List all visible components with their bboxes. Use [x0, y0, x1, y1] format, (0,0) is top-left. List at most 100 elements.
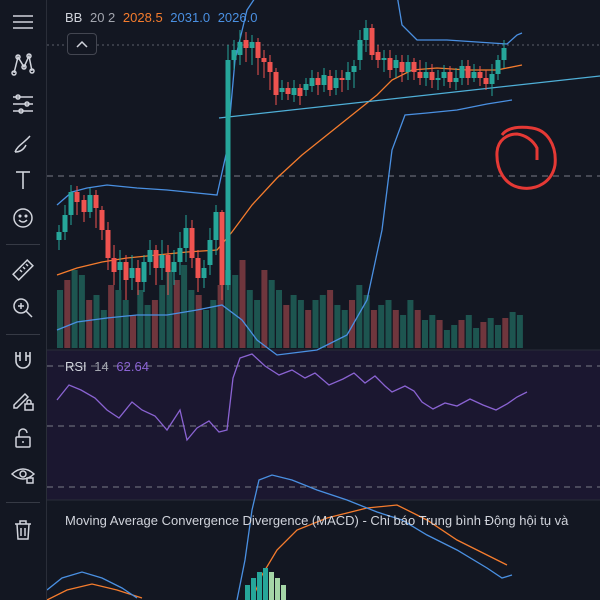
- volume-bar: [443, 330, 450, 348]
- volume-bar: [509, 312, 516, 348]
- candle-body: [387, 58, 393, 70]
- candle-body: [243, 40, 249, 48]
- macd-title: Moving Average Convergence Divergence (M…: [65, 513, 569, 528]
- candle-body: [117, 262, 123, 270]
- bb-upper-value: 2028.5: [122, 10, 163, 25]
- candle-body: [441, 72, 447, 78]
- volume-bar: [122, 300, 129, 348]
- candle-body: [237, 42, 243, 55]
- volume-bar: [100, 310, 107, 348]
- rsi-param: 14: [94, 359, 109, 374]
- candle-body: [279, 88, 285, 92]
- red-circle-drawing: [495, 125, 557, 190]
- volume-bar: [480, 322, 487, 348]
- candle-body: [255, 42, 261, 58]
- eye-icon[interactable]: [5, 456, 41, 492]
- volume-bar: [429, 315, 436, 348]
- lock-pencil-icon[interactable]: [5, 382, 41, 418]
- emoji-icon[interactable]: [5, 200, 41, 236]
- candle-body: [189, 228, 195, 258]
- bb-legend[interactable]: BB 20 2 2028.5 2031.0 2026.0: [65, 10, 261, 25]
- volume-bar: [151, 300, 158, 348]
- macd-histogram-bar: [245, 585, 250, 600]
- volume-bar: [261, 270, 268, 348]
- macd-histogram: [245, 568, 286, 600]
- volume-bar: [115, 290, 122, 348]
- candle-body: [357, 40, 363, 60]
- volume-bar: [312, 300, 319, 348]
- candle-body: [147, 250, 153, 262]
- candle-body: [93, 195, 99, 208]
- bb-params: 20 2: [89, 10, 116, 25]
- candle-body: [297, 88, 303, 96]
- fib-icon[interactable]: [5, 86, 41, 122]
- volume-bar: [458, 320, 465, 348]
- volume-bar: [181, 265, 188, 348]
- candle-body: [62, 215, 68, 232]
- magnet-icon[interactable]: [5, 342, 41, 378]
- ruler-icon[interactable]: [5, 252, 41, 288]
- menu-icon[interactable]: [5, 4, 41, 40]
- candle-body: [135, 268, 141, 282]
- brush-icon[interactable]: [5, 126, 41, 162]
- candle-body: [171, 262, 177, 272]
- bb-basis-value: 2031.0: [170, 10, 211, 25]
- volume-bar: [451, 325, 458, 348]
- bb-name: BB: [65, 10, 83, 25]
- candle-body: [81, 200, 87, 212]
- candle-body: [453, 78, 459, 82]
- volume-bar: [305, 310, 312, 348]
- volume-bar: [378, 305, 385, 348]
- candle-body: [393, 60, 399, 68]
- candle-body: [141, 262, 147, 282]
- volume-bar: [276, 290, 282, 348]
- volume-bar: [86, 300, 93, 348]
- volume-bar: [334, 305, 341, 348]
- volume-bar: [217, 285, 224, 348]
- candle-body: [207, 240, 213, 265]
- candle-body: [201, 268, 207, 278]
- volume-bar: [188, 290, 195, 348]
- pattern-icon[interactable]: [5, 46, 41, 82]
- candle-body: [339, 78, 345, 80]
- candle-body: [273, 72, 279, 95]
- candle-body: [483, 78, 489, 84]
- trend-line: [218, 75, 600, 119]
- volume-bar: [239, 260, 246, 348]
- candle-body: [87, 195, 93, 212]
- volume-bar: [93, 295, 100, 348]
- text-icon[interactable]: [5, 162, 41, 198]
- volume-bar: [166, 270, 173, 348]
- chart-canvas[interactable]: [47, 0, 600, 600]
- candle-body: [327, 76, 333, 90]
- candle-body: [309, 78, 315, 86]
- candle-body: [435, 78, 441, 80]
- collapse-legend-button[interactable]: [67, 33, 97, 55]
- candle-body: [111, 258, 117, 272]
- candle-body: [333, 78, 339, 88]
- candle-body: [165, 255, 171, 272]
- trash-icon[interactable]: [5, 512, 41, 548]
- candle-body: [321, 75, 327, 85]
- volume-bar: [356, 285, 363, 348]
- candle-body: [315, 78, 321, 85]
- unlock-icon[interactable]: [5, 420, 41, 456]
- candle-body: [411, 62, 417, 72]
- candle-body: [303, 84, 309, 90]
- candle-body: [447, 72, 453, 82]
- candle-body: [351, 66, 357, 72]
- zoom-in-icon[interactable]: [5, 290, 41, 326]
- candle-body: [465, 66, 471, 78]
- chart-area[interactable]: BB 20 2 2028.5 2031.0 2026.0 RSI 14 62.6…: [47, 0, 600, 600]
- candle-body: [183, 228, 189, 248]
- candle-body: [363, 28, 369, 40]
- candle-body: [249, 42, 255, 48]
- macd-histogram-bar: [281, 585, 286, 600]
- volume-bar: [487, 318, 494, 348]
- rsi-legend[interactable]: RSI 14 62.64: [65, 359, 153, 374]
- candle-body: [495, 60, 501, 74]
- candle-body: [105, 230, 111, 258]
- volume-bar: [422, 320, 428, 348]
- candle-body: [219, 212, 225, 285]
- rsi-name: RSI: [65, 359, 87, 374]
